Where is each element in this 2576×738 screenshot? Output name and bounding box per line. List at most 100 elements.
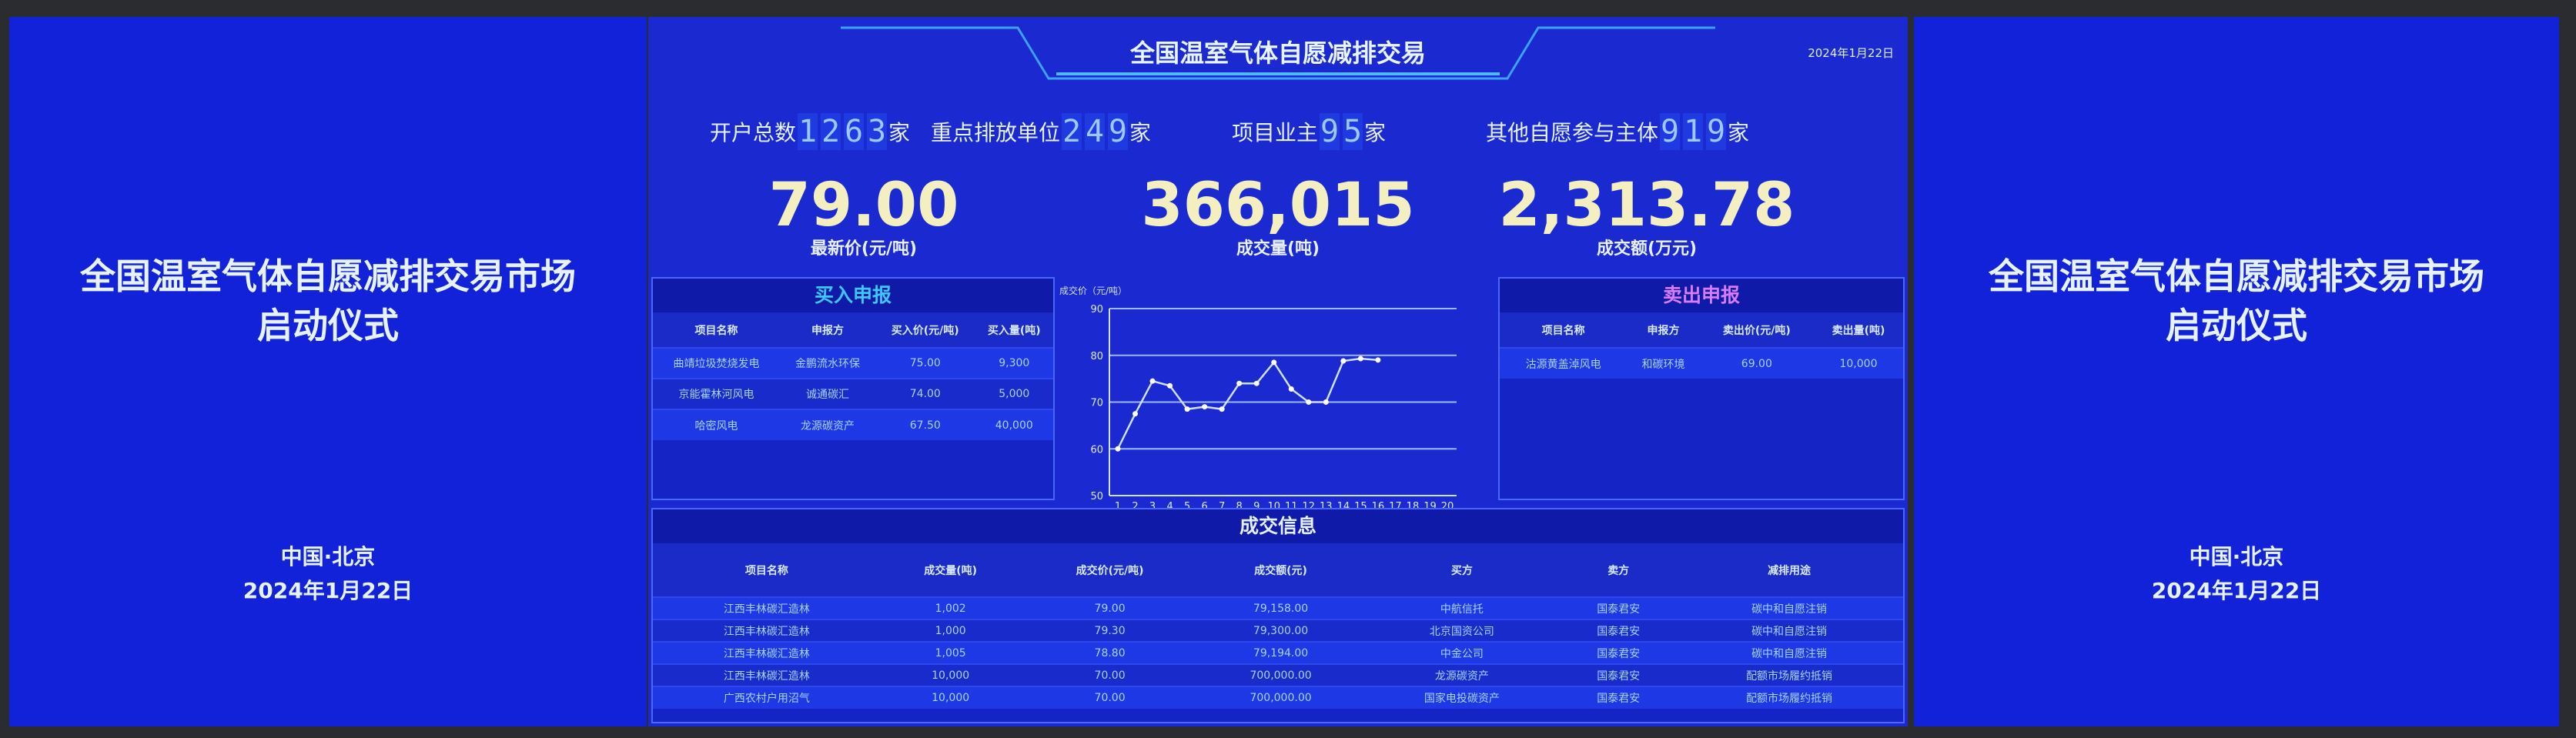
table-cell: 江西丰林碳汇造林 [653,619,881,642]
event-subtitle: 启动仪式 [257,305,399,346]
data-point [1219,406,1225,412]
event-title: 全国温室气体自愿减排交易市场 [1989,255,2484,297]
table-cell: 9,300 [975,347,1053,379]
table-row[interactable]: 沽源黄盖淖风电 和碳环境 69.00 10,000 [1500,347,1903,379]
stat-digit: 9 [1320,113,1340,150]
x-tick-label: 12 [1303,501,1316,508]
table-cell: 国家电投碳资产 [1362,686,1562,709]
x-tick-label: 16 [1372,501,1385,508]
stat-label: 其他自愿参与主体 [1486,120,1659,145]
x-tick-label: 9 [1253,501,1260,508]
table-row[interactable]: 江西丰林碳汇造林 1,005 78.80 79,194.00 中金公司 国泰君安 碳中和自愿… [653,641,1903,664]
x-tick-label: 15 [1354,501,1367,508]
x-tick-label: 1 [1115,501,1121,508]
table-cell: 碳中和自愿注销 [1675,619,1903,642]
stat-unit: 家 [1728,120,1750,145]
stat-digit: 2 [821,113,841,150]
header: 全国温室气体自愿减排交易 [841,17,1715,80]
data-point [1271,359,1277,366]
x-tick-label: 2 [1132,501,1138,508]
table-cell: 江西丰林碳汇造林 [653,663,881,686]
column-header: 卖出价(元/吨) [1699,312,1814,348]
x-tick-label: 8 [1236,501,1243,508]
stat-item: 其他自愿参与主体 9 1 9 家 [1486,113,1749,150]
table-row[interactable]: 京能霍林河风电 诚通碳汇 74.00 5,000 [653,378,1053,409]
table-cell: 79,194.00 [1199,641,1363,664]
table-cell: 哈密风电 [653,409,781,440]
table-cell: 40,000 [975,409,1053,440]
table-cell: 78.80 [1020,641,1199,664]
table-cell: 沽源黄盖淖风电 [1500,347,1628,379]
table-cell: 1,005 [880,641,1021,664]
sell-orders-table: 项目名称 申报方 卖出价(元/吨) 卖出量(吨) 沽源黄盖淖风电 和碳环境 69.00 10,… [1500,312,1903,379]
trading-dashboard: 全国温室气体自愿减排交易 2024年1月22日 开户总数 1 2 6 3 家重点排放单位 2… [648,17,1908,726]
x-tick-label: 5 [1184,501,1190,508]
table-cell: 中航信托 [1362,596,1562,619]
table-cell: 国泰君安 [1561,686,1676,709]
column-header: 项目名称 [653,312,781,348]
sell-orders-title: 卖出申报 [1500,279,1903,312]
table-cell: 国泰君安 [1561,663,1676,686]
column-header: 卖方 [1561,543,1676,597]
stat-item: 项目业主 9 5 家 [1232,113,1386,150]
header-date: 2024年1月22日 [1808,46,1894,60]
data-point [1306,399,1312,405]
data-point [1149,378,1156,384]
column-header: 项目名称 [1500,312,1628,348]
x-tick-label: 3 [1149,501,1156,508]
y-tick-label: 70 [1090,398,1103,409]
kpi-value: 366,015 [1141,171,1415,240]
table-row[interactable]: 江西丰林碳汇造林 10,000 70.00 700,000.00 龙源碳资产 国泰君安 配额… [653,663,1903,686]
stat-unit: 家 [1364,120,1387,145]
header-frame [841,26,1715,80]
buy-orders-title: 买入申报 [653,279,1053,312]
table-row[interactable]: 广西农村户用沼气 10,000 70.00 700,000.00 国家电投碳资产 国泰君安… [653,686,1903,709]
buy-orders-table: 项目名称 申报方 买入价(元/吨) 买入量(吨) 曲靖垃圾焚烧发电 金鹏流水环保 75.00… [653,312,1053,440]
table-cell: 国泰君安 [1561,619,1676,642]
stat-unit: 家 [888,120,911,145]
data-point [1115,446,1121,452]
table-cell: 江西丰林碳汇造林 [653,641,881,664]
table-cell: 中金公司 [1362,641,1562,664]
column-header: 减排用途 [1675,543,1903,597]
stat-label: 项目业主 [1232,120,1319,145]
x-tick-label: 4 [1166,501,1173,508]
data-point [1340,358,1347,364]
column-header: 买入量(吨) [975,312,1053,348]
column-header: 成交额(元) [1199,543,1363,597]
column-header: 成交量(吨) [880,543,1021,597]
table-row[interactable]: 江西丰林碳汇造林 1,000 79.30 79,300.00 北京国资公司 国泰君安 碳中和… [653,619,1903,642]
x-tick-label: 19 [1423,501,1437,508]
sell-orders-panel: 卖出申报 项目名称 申报方 卖出价(元/吨) 卖出量(吨) 沽源黄盖淖风电 和碳环境 69.… [1498,277,1905,500]
table-cell: 74.00 [875,378,975,409]
table-cell: 79,300.00 [1199,619,1363,642]
event-title: 全国温室气体自愿减排交易市场 [80,255,576,297]
kpi-label: 成交量(吨) [1236,239,1320,259]
stat-digit: 9 [1706,113,1727,150]
data-point [1236,380,1243,386]
x-tick-label: 6 [1201,501,1207,508]
data-point [1253,380,1260,386]
table-cell: 龙源碳资产 [1362,663,1562,686]
table-row[interactable]: 曲靖垃圾焚烧发电 金鹏流水环保 75.00 9,300 [653,347,1053,379]
event-subtitle: 启动仪式 [2166,305,2307,346]
stat-digit: 2 [1062,113,1082,150]
table-cell: 广西农村户用沼气 [653,686,881,709]
column-header: 申报方 [780,312,875,348]
left-side-panel: 全国温室气体自愿减排交易市场 启动仪式 中国·北京 2024年1月22日 [9,17,647,726]
y-tick-label: 90 [1090,304,1103,316]
table-cell: 1,002 [880,596,1021,619]
table-cell: 京能霍林河风电 [653,378,781,409]
event-date: 2024年1月22日 [243,578,413,603]
table-cell: 北京国资公司 [1362,619,1562,642]
table-row[interactable]: 江西丰林碳汇造林 1,002 79.00 79,158.00 中航信托 国泰君安 碳中和自愿… [653,596,1903,619]
y-tick-label: 60 [1090,444,1103,456]
price-line [1116,357,1378,449]
table-row[interactable]: 哈密风电 龙源碳资产 67.50 40,000 [653,409,1053,440]
data-point [1357,356,1363,362]
stat-digit: 4 [1085,113,1106,150]
stat-item: 开户总数 1 2 6 3 家 [710,113,910,150]
